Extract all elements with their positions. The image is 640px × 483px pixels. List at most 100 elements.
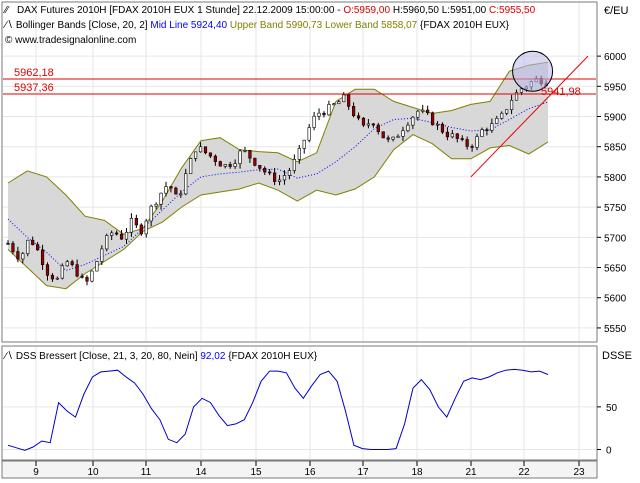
candle-body	[248, 150, 252, 159]
bollinger-title: Bollinger Bands [Close, 20, 2]	[16, 20, 148, 31]
indicator-header: ∕∖ DSS Bressert [Close, 21, 3, 20, 80, N…	[2, 351, 318, 362]
bollinger-instrument: {FDAX 2010H EUX}	[420, 20, 510, 31]
symbol-header: DAX Futures 2010H [FDAX 2010H EUX 1 Stun…	[17, 5, 536, 16]
candle-body	[40, 249, 45, 265]
candle-body	[509, 99, 514, 110]
open-value: 5959,00	[354, 5, 391, 16]
copyright-icon: ©	[5, 35, 13, 46]
candle-body	[361, 117, 366, 126]
candle-body	[356, 115, 361, 119]
candle-body	[292, 159, 296, 171]
candle-body	[391, 136, 395, 140]
candle-body	[351, 106, 356, 117]
candle-body	[440, 123, 445, 133]
candle-body	[500, 112, 504, 119]
candle-body	[282, 175, 287, 181]
candle-body	[174, 187, 178, 195]
time-tick-label: 23	[573, 467, 585, 478]
candle-body	[80, 275, 84, 278]
candle-body	[154, 203, 158, 207]
hline-lower-label: 5937,36	[14, 82, 54, 94]
bollinger-mid-value: Mid Line 5924,40	[150, 20, 227, 31]
candle-body	[470, 146, 474, 148]
x-axis-frame	[1, 460, 598, 479]
candle-body	[297, 148, 301, 160]
highlight-circle[interactable]	[512, 50, 554, 92]
candle-body	[139, 224, 143, 235]
candle-body	[238, 150, 242, 164]
candle-body	[475, 136, 479, 148]
candle-body	[75, 264, 79, 277]
candle-body	[159, 192, 163, 205]
candle-body	[90, 270, 94, 282]
time-tick-label: 11	[141, 467, 152, 478]
indicator-grid	[3, 347, 596, 459]
candle-body	[194, 151, 198, 159]
candle-body	[233, 163, 237, 167]
candle-body	[31, 239, 35, 245]
price-tick-label: 5950	[604, 82, 627, 93]
candle-body	[50, 275, 55, 280]
indicator-icon: ∕∖	[2, 351, 13, 362]
symbol-icon: ⁄⁄	[2, 5, 10, 16]
candle-body	[411, 116, 415, 126]
trendline-label: 5941,98	[541, 86, 581, 98]
candle-body	[426, 109, 430, 114]
symbol-line: DAX Futures 2010H [FDAX 2010H EUX 1 Stun…	[17, 5, 341, 16]
candle-body	[519, 88, 524, 93]
candle-body	[223, 164, 227, 167]
low-value: 5951,00	[450, 5, 487, 16]
candle-body	[258, 165, 262, 169]
candle-body	[85, 277, 89, 282]
price-tick-label: 5700	[604, 233, 627, 244]
candle-body	[416, 110, 420, 118]
candle-body	[347, 94, 351, 107]
bollinger-upper-line	[7, 61, 549, 235]
trendline[interactable]	[470, 55, 589, 178]
dss-line	[7, 368, 549, 451]
website-text: www.tradesignalonline.com	[14, 35, 136, 46]
candle-body	[218, 161, 222, 167]
candle-body	[495, 117, 499, 124]
currency-label: €/EU	[604, 5, 629, 17]
low-label: L:	[442, 5, 450, 16]
price-tick-label: 5900	[604, 113, 627, 124]
candle-body	[179, 193, 183, 196]
time-tick-label: 17	[357, 467, 369, 478]
candle-body	[16, 251, 20, 260]
price-tick-label: 5800	[604, 173, 627, 184]
candle-body	[337, 101, 341, 105]
close-label: C:	[489, 5, 499, 16]
bollinger-header: ∕∖ Bollinger Bands [Close, 20, 2] Mid Li…	[2, 20, 510, 31]
candle-body	[134, 217, 138, 226]
candle-body	[198, 146, 203, 153]
candle-body	[253, 157, 257, 166]
candle-body	[401, 130, 405, 137]
website-line: © www.tradesignalonline.com	[5, 35, 136, 46]
time-tick-label: 15	[250, 467, 262, 478]
time-tick-label: 18	[411, 467, 423, 478]
indicator-axis: 0 50	[597, 403, 618, 456]
candle-body	[110, 232, 114, 236]
candle-body	[203, 146, 208, 154]
candle-body	[11, 243, 15, 252]
candle-body	[36, 244, 40, 251]
candle-body	[406, 124, 410, 132]
candle-body	[445, 131, 450, 138]
candle-body	[421, 109, 425, 112]
time-tick-label: 16	[304, 467, 316, 478]
candle-body	[149, 205, 153, 222]
bollinger-lower-value: Lower Band 5858,07	[325, 20, 418, 31]
candle-body	[366, 123, 371, 126]
bollinger-mid-line	[7, 101, 549, 272]
price-tick-label: 5850	[604, 143, 627, 154]
candle-body	[124, 231, 129, 240]
candle-body	[327, 104, 331, 116]
candle-body	[268, 171, 272, 174]
candle-body	[371, 123, 375, 126]
candle-body	[322, 112, 326, 116]
bollinger-upper-value: Upper Band 5990,73	[230, 20, 323, 31]
indicator-instrument: {FDAX 2010H EUX}	[228, 351, 318, 362]
